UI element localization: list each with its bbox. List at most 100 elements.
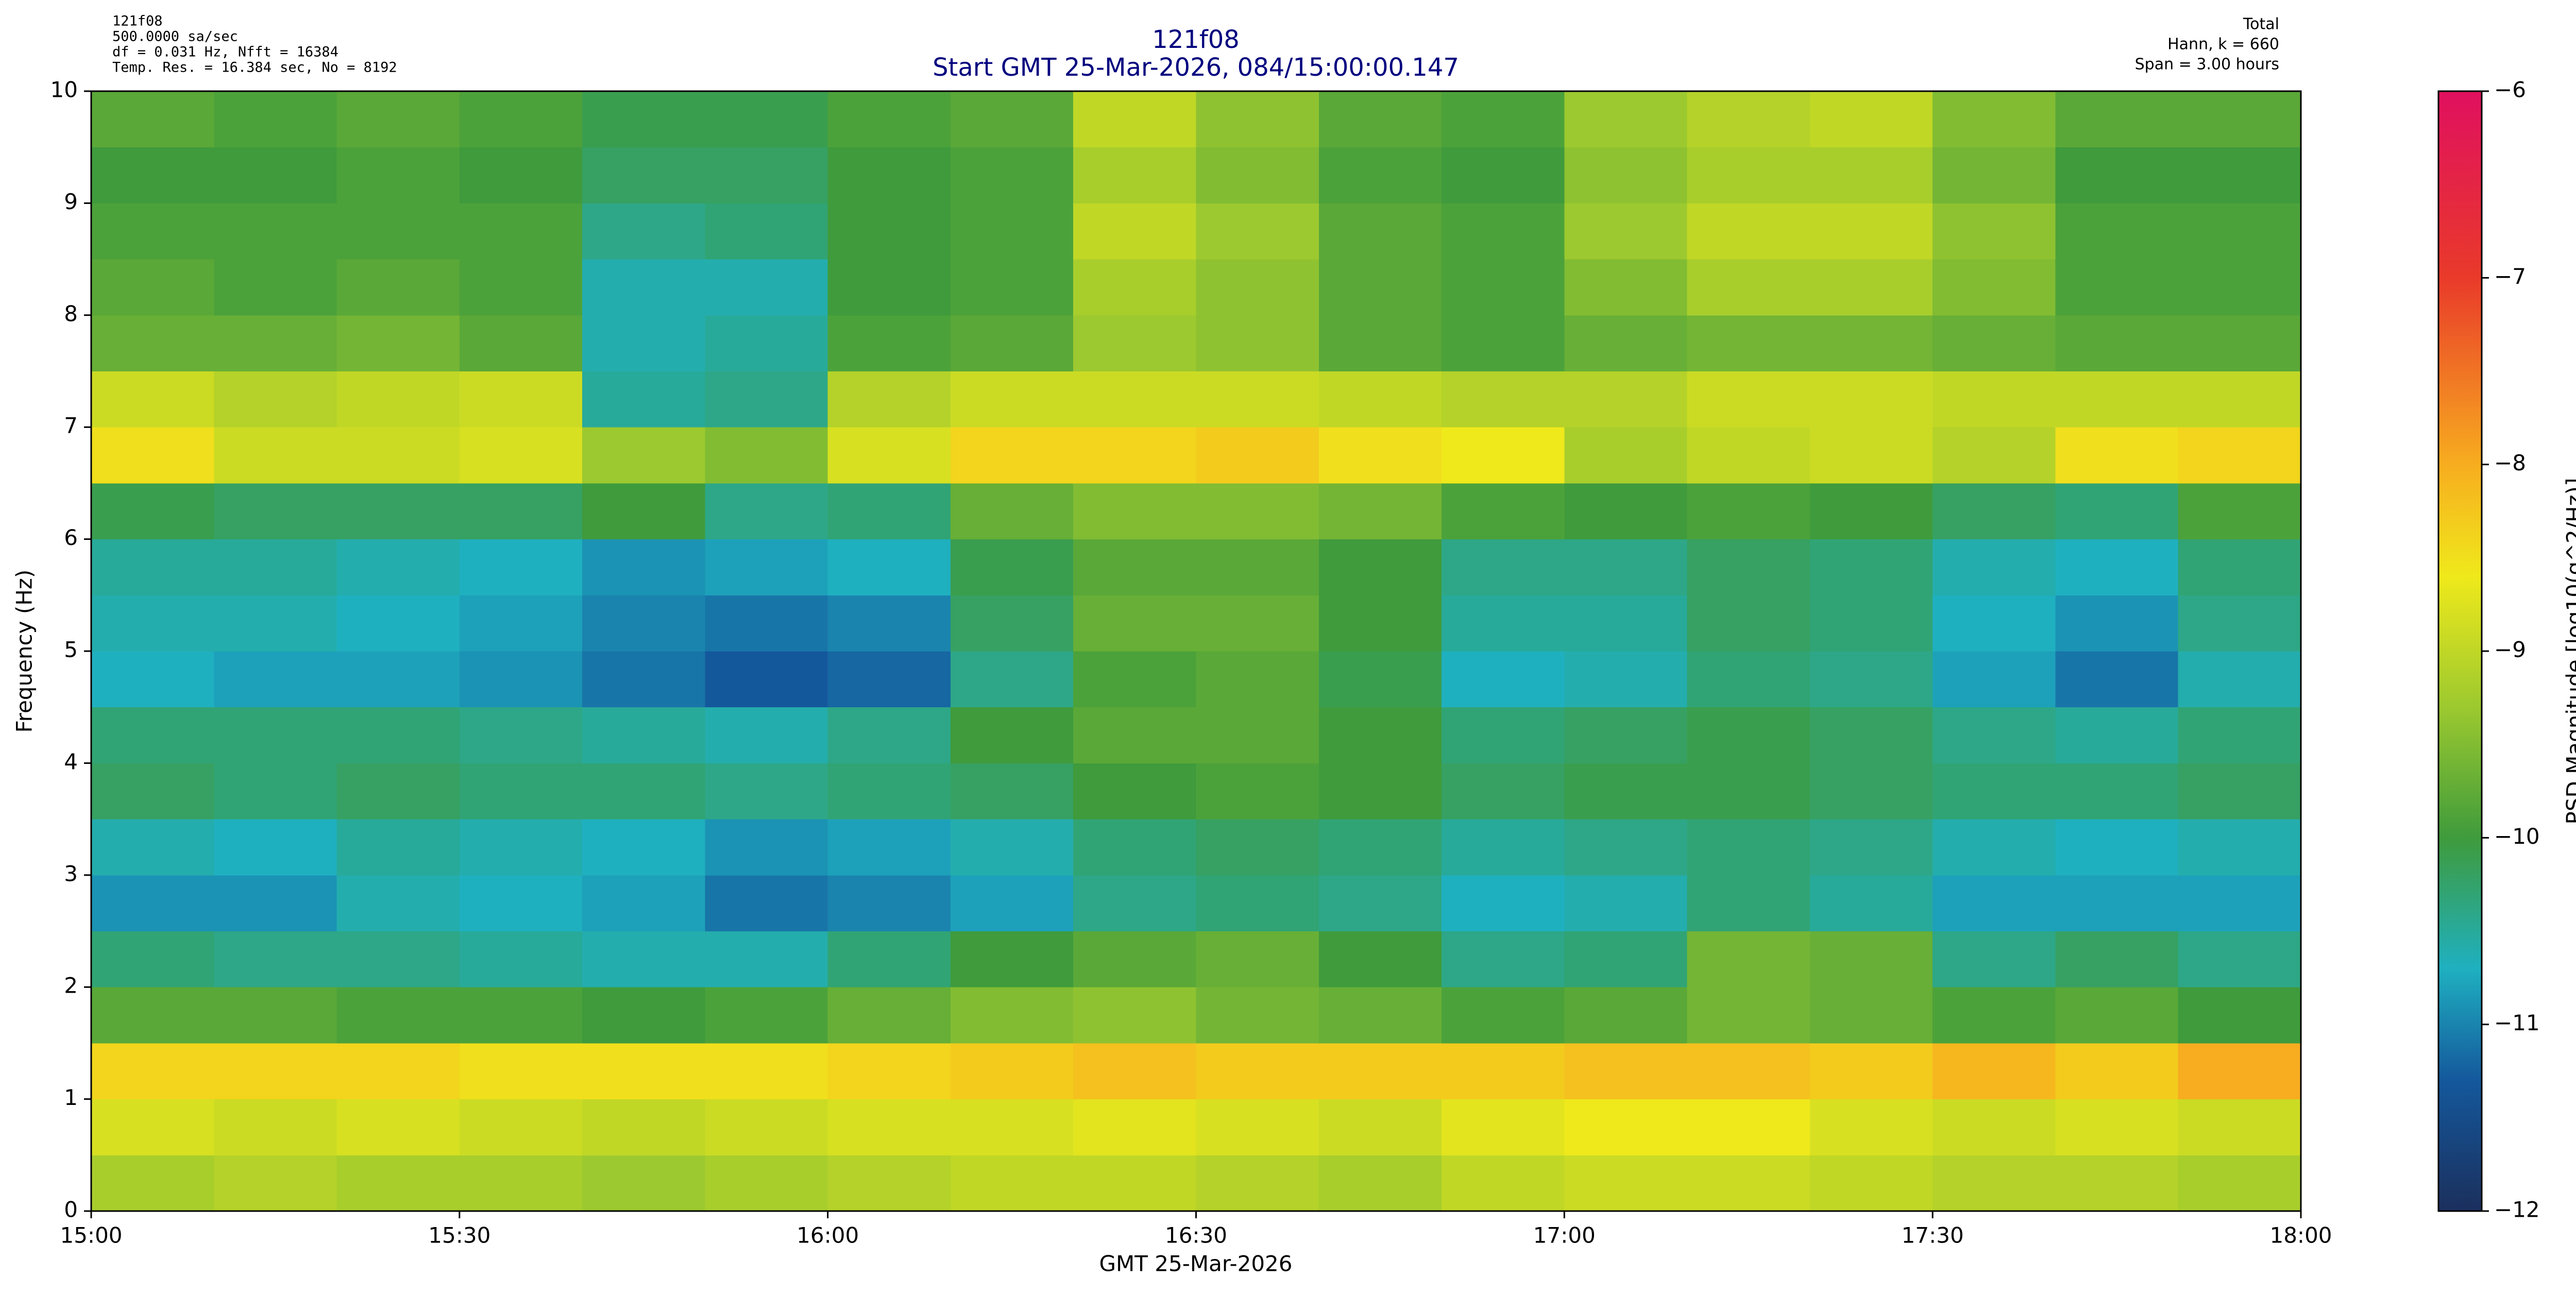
heatmap-cell [1073, 819, 1196, 876]
heatmap-cell [336, 707, 460, 763]
heatmap-cell [1809, 259, 1933, 316]
heatmap-cell [214, 427, 337, 484]
heatmap-cell [950, 595, 1074, 652]
heatmap-cell [582, 371, 705, 428]
heatmap-cell [1933, 371, 2056, 428]
heatmap-cell [1442, 203, 1565, 260]
heatmap-cell [1687, 931, 1810, 987]
heatmap-cell [1564, 1099, 1688, 1155]
heatmap-cell [1933, 763, 2056, 820]
heatmap-cell [705, 707, 828, 763]
heatmap-cell [1318, 707, 1442, 763]
heatmap-cell [91, 91, 214, 148]
heatmap-cell [214, 931, 337, 987]
heatmap-cell [1687, 1099, 1810, 1155]
heatmap-cell [1442, 427, 1565, 484]
heatmap-cell [1318, 539, 1442, 595]
heatmap-cell [336, 1043, 460, 1100]
heatmap-cell [827, 147, 951, 203]
heatmap-cell [91, 259, 214, 316]
heatmap-cell [1442, 763, 1565, 820]
heatmap-cell [91, 987, 214, 1044]
heatmap-cell [1442, 595, 1565, 652]
heatmap-cell [1318, 483, 1442, 540]
heatmap-cell [459, 1043, 583, 1100]
heatmap-cell [950, 483, 1074, 540]
heatmap-cell [91, 875, 214, 931]
heatmap-cell [1073, 1043, 1196, 1100]
heatmap-cell [2178, 931, 2301, 987]
heatmap-cell [2055, 1043, 2179, 1100]
heatmap-cell [214, 203, 337, 260]
heatmap-cell [1933, 203, 2056, 260]
heatmap-cell [459, 539, 583, 595]
heatmap-cell [336, 315, 460, 371]
heatmap-cell [1933, 259, 2056, 316]
heatmap-cell [2055, 315, 2179, 371]
heatmap-cell [1933, 427, 2056, 484]
heatmap-cell [214, 1043, 337, 1100]
heatmap-cell [1687, 147, 1810, 203]
heatmap-cell [1442, 1099, 1565, 1155]
heatmap-cell [827, 259, 951, 316]
heatmap-cell [1318, 1043, 1442, 1100]
heatmap-cell [827, 819, 951, 876]
heatmap-cell [827, 987, 951, 1044]
heatmap-cell [1073, 763, 1196, 820]
heatmap-cell [1687, 203, 1810, 260]
heatmap-cell [91, 707, 214, 763]
heatmap-cell [1933, 1099, 2056, 1155]
heatmap-cell [950, 707, 1074, 763]
heatmap-cell [2178, 427, 2301, 484]
heatmap-cell [2178, 763, 2301, 820]
heatmap-cell [582, 147, 705, 203]
heatmap-cell [91, 147, 214, 203]
y-tick-label: 6 [64, 525, 78, 550]
heatmap-cell [1687, 707, 1810, 763]
heatmap-cell [582, 875, 705, 931]
heatmap-cell [1318, 371, 1442, 428]
heatmap-cell [582, 595, 705, 652]
heatmap-cell [336, 875, 460, 931]
heatmap-cell [582, 931, 705, 987]
heatmap-cell [336, 819, 460, 876]
heatmap-cell [582, 259, 705, 316]
heatmap-cell [1809, 315, 1933, 371]
heatmap-cell [705, 595, 828, 652]
heatmap-cell [1073, 1099, 1196, 1155]
info-right: Total [2243, 15, 2279, 33]
heatmap-cell [1564, 931, 1688, 987]
heatmap-cell [1809, 651, 1933, 708]
heatmap-cell [459, 1155, 583, 1212]
heatmap-cell [1933, 875, 2056, 931]
heatmap-cell [1687, 595, 1810, 652]
heatmap-cell [827, 595, 951, 652]
heatmap-cell [827, 539, 951, 595]
heatmap-cell [2055, 595, 2179, 652]
heatmap-cell [827, 1155, 951, 1212]
heatmap-cell [950, 315, 1074, 371]
heatmap-cell [1564, 91, 1688, 148]
heatmap-cell [827, 427, 951, 484]
heatmap-cell [1687, 483, 1810, 540]
heatmap-cell [1196, 595, 1319, 652]
colorbar-tick-label: −7 [2494, 264, 2526, 289]
heatmap-cell [1809, 707, 1933, 763]
heatmap-cell [2178, 987, 2301, 1044]
heatmap-cell [827, 483, 951, 540]
heatmap-cell [2055, 763, 2179, 820]
heatmap-cell [336, 427, 460, 484]
heatmap-cell [705, 315, 828, 371]
x-tick-label: 16:00 [796, 1223, 859, 1248]
heatmap-cell [1318, 147, 1442, 203]
heatmap-cell [1196, 539, 1319, 595]
heatmap-cell [1933, 651, 2056, 708]
y-tick-label: 1 [64, 1085, 78, 1110]
heatmap-cell [459, 371, 583, 428]
heatmap-cell [1564, 203, 1688, 260]
heatmap-cell [950, 371, 1074, 428]
heatmap-cell [2178, 371, 2301, 428]
heatmap-cell [1196, 371, 1319, 428]
heatmap-cell [1073, 427, 1196, 484]
heatmap-cell [336, 987, 460, 1044]
